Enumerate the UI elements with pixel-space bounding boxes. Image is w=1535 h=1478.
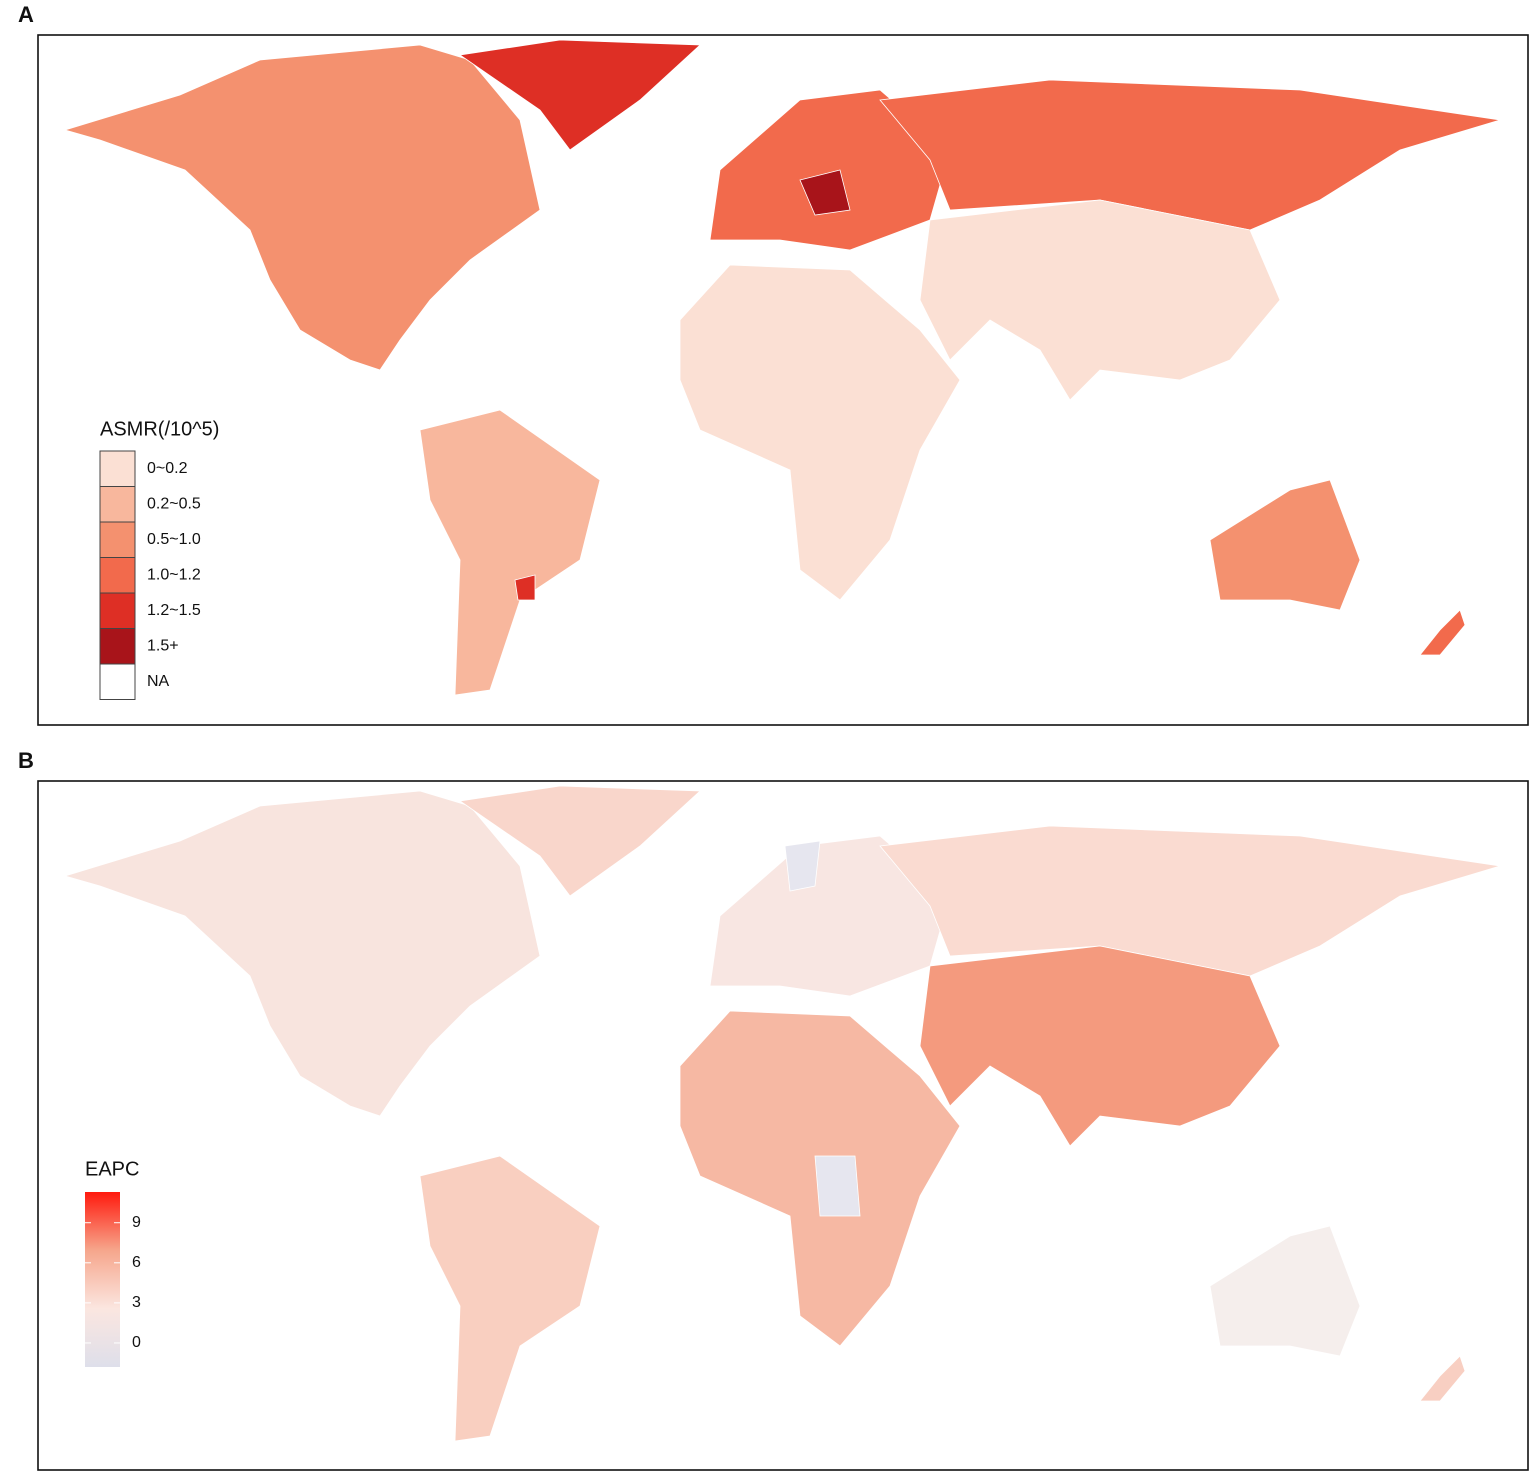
legend-label: 1.5+ <box>147 637 179 654</box>
colorbar-label: 6 <box>132 1254 141 1271</box>
colorbar <box>85 1192 120 1367</box>
legend-label: 0.2~0.5 <box>147 495 201 512</box>
legend-title: ASMR(/10^5) <box>100 418 219 440</box>
region <box>799 169 851 216</box>
legend-label: 1.2~1.5 <box>147 602 201 619</box>
panel-b: B EAPC 0 3 6 9 <box>18 748 1529 1471</box>
region <box>919 945 1281 1147</box>
region <box>419 409 601 696</box>
legend-swatch <box>99 592 136 629</box>
region <box>679 264 961 601</box>
panel-label: A <box>18 2 34 27</box>
legend-label: 0~0.2 <box>147 460 188 477</box>
colorbar-label: 9 <box>132 1214 141 1231</box>
region <box>879 79 1501 231</box>
region <box>784 840 821 892</box>
map <box>64 785 1501 1442</box>
region <box>919 199 1281 401</box>
legend-swatch <box>99 628 136 665</box>
legend-swatch <box>99 486 136 523</box>
legend-swatch <box>99 557 136 594</box>
region <box>64 44 541 371</box>
panel-frame <box>37 780 1529 1471</box>
panel-frame <box>37 34 1529 726</box>
region <box>419 1155 601 1442</box>
region <box>1209 479 1361 611</box>
legend-title: EAPC <box>85 1158 139 1180</box>
region <box>879 825 1501 977</box>
legend-label: 0.5~1.0 <box>147 531 201 548</box>
region <box>1209 1225 1361 1357</box>
region <box>514 574 536 601</box>
legend-swatch <box>99 521 136 558</box>
panel-a: A ASMR(/10^5) 0~0.2 0.2~0.5 0.5~1.0 1.0~1.2… <box>18 2 1529 726</box>
panel-label: B <box>18 748 34 773</box>
legend: EAPC 0 3 6 9 <box>85 1158 141 1367</box>
region <box>814 1155 861 1217</box>
legend: ASMR(/10^5) 0~0.2 0.2~0.5 0.5~1.0 1.0~1.2 1.… <box>99 418 219 700</box>
legend-label: 1.0~1.2 <box>147 566 201 583</box>
legend-swatch <box>99 663 136 700</box>
map <box>64 39 1501 696</box>
colorbar-label: 0 <box>132 1334 141 1351</box>
region <box>64 790 541 1117</box>
legend-swatch <box>99 450 136 487</box>
colorbar-label: 3 <box>132 1294 141 1311</box>
legend-label: NA <box>147 673 170 690</box>
region <box>1419 1355 1466 1402</box>
region <box>1419 609 1466 656</box>
